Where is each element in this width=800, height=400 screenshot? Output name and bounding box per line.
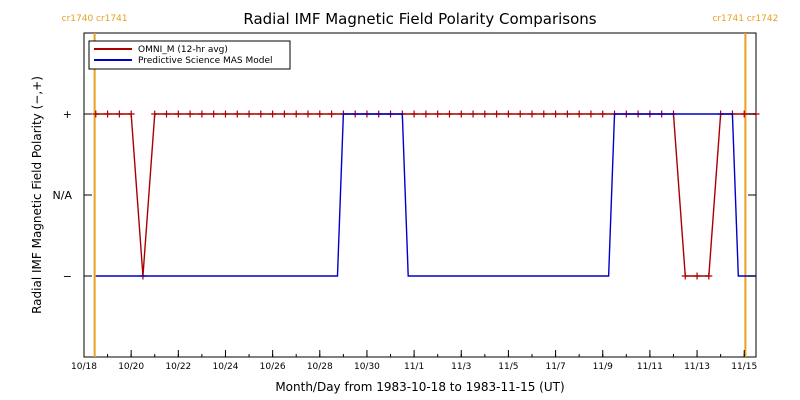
data-point: [280, 110, 288, 118]
x-axis-label: Month/Day from 1983-10-18 to 1983-11-15 …: [275, 380, 564, 394]
x-tick-label: 10/20: [118, 362, 144, 372]
carrington-lines: [93, 33, 747, 357]
data-point: [457, 110, 465, 118]
data-point: [740, 110, 748, 118]
data-point: [540, 110, 548, 118]
x-tick-label: 10/28: [307, 362, 333, 372]
x-tick-label: 11/5: [498, 362, 518, 372]
data-point: [599, 110, 607, 118]
data-point: [410, 110, 418, 118]
data-point: [705, 272, 713, 280]
data-point: [127, 110, 135, 118]
data-point: [292, 110, 300, 118]
series-layer: [92, 110, 760, 280]
plot-frame: [83, 32, 757, 358]
data-point: [245, 110, 253, 118]
data-point: [328, 110, 336, 118]
data-point: [681, 272, 689, 280]
data-point: [445, 110, 453, 118]
data-point: [552, 110, 560, 118]
series-0: [92, 110, 760, 280]
legend-box: [88, 40, 291, 70]
y-axis: + N/A −: [53, 108, 756, 283]
legend: OMNI_M (12-hr avg)Predictive Science MAS…: [88, 40, 291, 70]
x-tick-label: 11/9: [593, 362, 613, 372]
data-point: [434, 110, 442, 118]
x-tick-label: 10/30: [354, 362, 380, 372]
data-point: [151, 110, 159, 118]
x-tick-label: 10/18: [71, 362, 97, 372]
data-point: [198, 110, 206, 118]
x-axis: 10/18 10/20 10/22 10/24 10/26 10/28 10/30 11/1 1…: [71, 350, 757, 372]
plot-area: [83, 32, 757, 358]
data-point: [304, 110, 312, 118]
series-line: [95, 113, 756, 277]
data-point: [163, 110, 171, 118]
x-tick-label: 11/7: [545, 362, 565, 372]
data-point: [174, 110, 182, 118]
data-point: [528, 110, 536, 118]
y-tick-label: +: [63, 108, 72, 121]
data-point: [269, 110, 277, 118]
data-point: [221, 110, 229, 118]
carrington-label: cr1740 cr1741: [62, 14, 128, 24]
y-tick-label: N/A: [53, 189, 73, 202]
x-tick-label: 10/24: [213, 362, 239, 372]
data-point: [92, 110, 100, 118]
data-point: [104, 110, 112, 118]
data-point: [469, 110, 477, 118]
data-point: [316, 110, 324, 118]
x-tick-label: 11/3: [451, 362, 471, 372]
series-line: [95, 113, 756, 277]
x-tick-label: 11/13: [684, 362, 710, 372]
x-tick-label: 11/1: [404, 362, 424, 372]
data-point: [422, 110, 430, 118]
data-point: [587, 110, 595, 118]
data-point: [210, 110, 218, 118]
data-point: [186, 110, 194, 118]
carrington-label: cr1741 cr1742: [712, 14, 778, 24]
data-point: [115, 110, 123, 118]
data-point: [481, 110, 489, 118]
chart-title: Radial IMF Magnetic Field Polarity Compa…: [243, 10, 596, 28]
data-point: [516, 110, 524, 118]
legend-label: Predictive Science MAS Model: [138, 56, 273, 66]
x-tick-label: 11/11: [637, 362, 663, 372]
data-point: [693, 272, 701, 280]
x-tick-label: 10/26: [260, 362, 286, 372]
legend-label: OMNI_M (12-hr avg): [138, 45, 228, 55]
data-point: [504, 110, 512, 118]
data-point: [575, 110, 583, 118]
y-tick-label: −: [63, 270, 72, 283]
data-point: [563, 110, 571, 118]
y-axis-label: Radial IMF Magnetic Field Polarity (−,+): [30, 76, 44, 314]
x-tick-label: 10/22: [165, 362, 191, 372]
x-tick-label: 11/15: [731, 362, 757, 372]
data-point: [257, 110, 265, 118]
data-point: [493, 110, 501, 118]
series-1: [95, 113, 756, 277]
carrington-labels: cr1740 cr1741 cr1741 cr1742: [62, 14, 779, 24]
data-point: [233, 110, 241, 118]
